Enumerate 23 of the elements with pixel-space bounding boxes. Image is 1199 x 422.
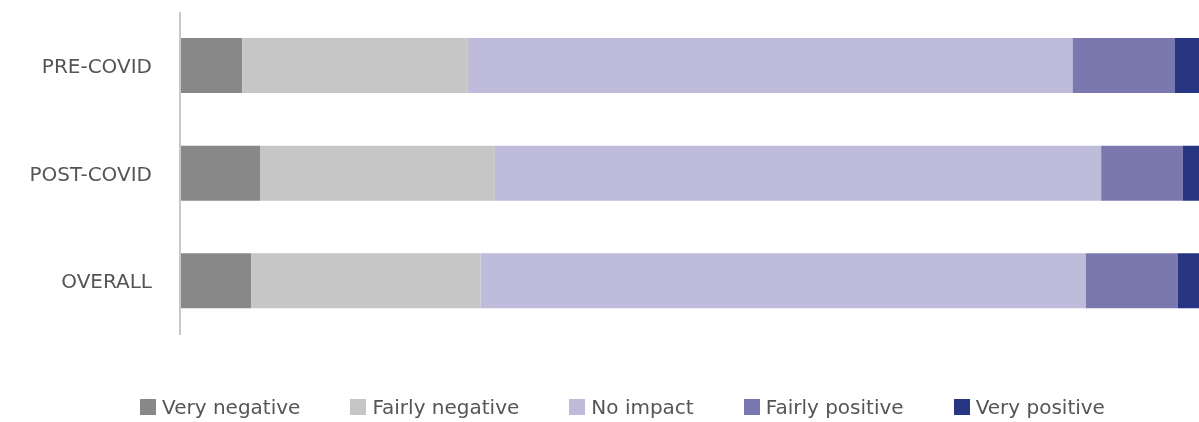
legend-label: Fairly negative [372,395,520,419]
legend-label: Very positive [975,395,1105,419]
bar [1174,38,1199,93]
legend-label: Fairly positive [765,395,904,419]
bar [260,145,495,201]
bar [1072,38,1175,93]
bar [251,253,481,309]
bar [467,38,1073,93]
y-tick-label: PRE-COVID [41,53,152,78]
y-tick-label: POST-COVID [29,161,152,186]
y-tick-label: OVERALL [61,269,153,294]
bar [242,38,468,93]
bar [180,38,243,93]
bar [180,145,261,201]
bar [480,253,1086,309]
legend-label: Very negative [162,395,301,419]
legend-label: No impact [591,395,694,419]
bar [1085,253,1178,309]
bar [1182,145,1199,201]
bar [180,253,252,309]
bar [1177,253,1199,309]
bar [494,145,1102,201]
bar [1101,145,1183,201]
